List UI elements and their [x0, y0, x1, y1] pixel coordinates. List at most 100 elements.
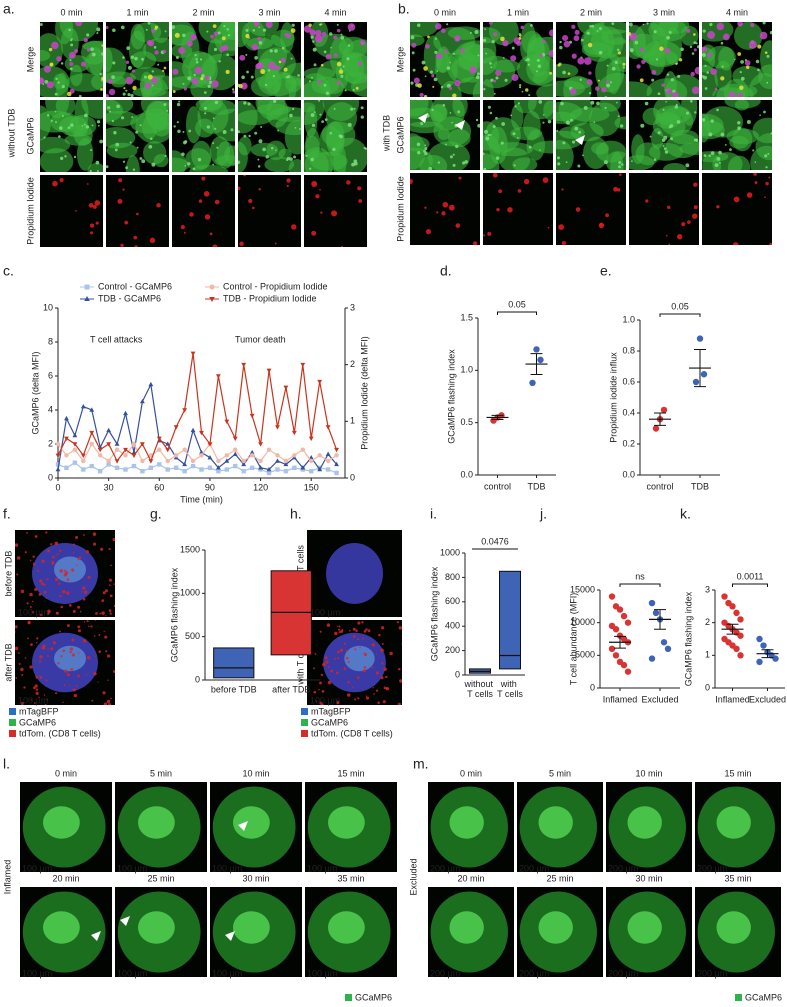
cell	[24, 551, 27, 554]
y-tick-label: 0.4	[622, 407, 635, 417]
cell	[495, 116, 498, 120]
cell	[75, 535, 79, 539]
cell	[201, 176, 206, 181]
tissue	[558, 100, 593, 127]
marker	[173, 425, 179, 430]
tissue	[577, 22, 605, 36]
x-tick-label: 150	[304, 482, 319, 492]
cell	[150, 137, 153, 141]
marker	[190, 427, 196, 433]
time-label: 3 min	[653, 7, 675, 17]
cell	[95, 612, 98, 615]
cell	[78, 94, 82, 97]
cell	[557, 63, 561, 67]
cell	[528, 145, 532, 149]
marker	[64, 453, 69, 458]
cell	[96, 32, 99, 35]
tissue	[255, 100, 273, 112]
micrograph	[305, 782, 397, 872]
row-label: Merge	[395, 47, 405, 73]
cell	[347, 122, 352, 127]
cell	[47, 655, 49, 657]
cell	[102, 591, 106, 595]
cell	[413, 77, 420, 84]
tumor	[627, 806, 662, 839]
tissue	[659, 106, 694, 136]
cell	[454, 79, 461, 87]
cell	[29, 665, 33, 669]
cell	[95, 221, 99, 225]
cell	[538, 100, 543, 104]
cell	[147, 22, 151, 25]
cell	[691, 52, 695, 55]
cell	[86, 48, 91, 52]
cell	[198, 199, 203, 203]
cell	[333, 35, 338, 40]
cell	[757, 44, 762, 49]
cell	[389, 651, 393, 656]
legend-label: GCaMP6	[745, 992, 782, 1002]
marker	[123, 467, 128, 472]
cell	[753, 173, 757, 176]
cell	[474, 30, 479, 34]
marker	[275, 458, 280, 463]
tumor	[54, 645, 86, 672]
y-tick-label: 0	[195, 674, 200, 684]
cell	[765, 166, 768, 169]
cell	[113, 670, 115, 674]
micrograph	[115, 782, 207, 872]
cell	[703, 154, 707, 158]
cell	[718, 150, 722, 155]
cell	[30, 699, 32, 701]
cell	[61, 115, 64, 118]
cell	[85, 550, 89, 554]
marker	[123, 410, 128, 416]
cell	[285, 33, 292, 39]
panel-letter: f.	[3, 506, 11, 522]
cell	[317, 80, 322, 85]
tissue	[727, 155, 751, 170]
time-label: 30 min	[635, 873, 662, 883]
cell	[274, 149, 277, 151]
cell	[721, 65, 724, 68]
micrograph	[15, 620, 115, 705]
arrowhead	[225, 931, 235, 941]
cell	[66, 624, 70, 628]
cell	[46, 81, 54, 89]
cell	[204, 214, 211, 220]
cell	[563, 40, 571, 48]
cell	[539, 53, 543, 58]
cell	[549, 71, 552, 75]
legend-swatch	[9, 708, 16, 715]
y-tick-label: 400	[445, 621, 460, 631]
cell	[257, 158, 260, 161]
micrograph	[40, 175, 103, 247]
cell	[580, 38, 584, 42]
cell	[134, 56, 138, 61]
cell	[589, 25, 592, 28]
x-tick-label: 90	[205, 482, 215, 492]
cell	[590, 100, 595, 105]
marker	[224, 458, 230, 463]
cell	[483, 167, 487, 170]
cell	[130, 55, 134, 59]
cell	[101, 44, 103, 47]
cell	[15, 631, 16, 633]
cell	[101, 52, 103, 56]
cell	[272, 100, 277, 103]
cell	[514, 105, 517, 108]
cell	[23, 686, 26, 689]
cell	[432, 85, 435, 88]
error-bar	[726, 623, 739, 635]
y-tick-label: 2	[705, 617, 710, 627]
cell	[92, 204, 97, 209]
cell	[759, 114, 761, 116]
cell	[86, 33, 90, 37]
cell	[686, 111, 690, 115]
range-bar	[213, 647, 255, 679]
cell	[559, 40, 562, 44]
cell	[617, 51, 622, 55]
cell	[325, 91, 330, 95]
tissue	[532, 140, 553, 154]
tissue	[483, 36, 497, 64]
